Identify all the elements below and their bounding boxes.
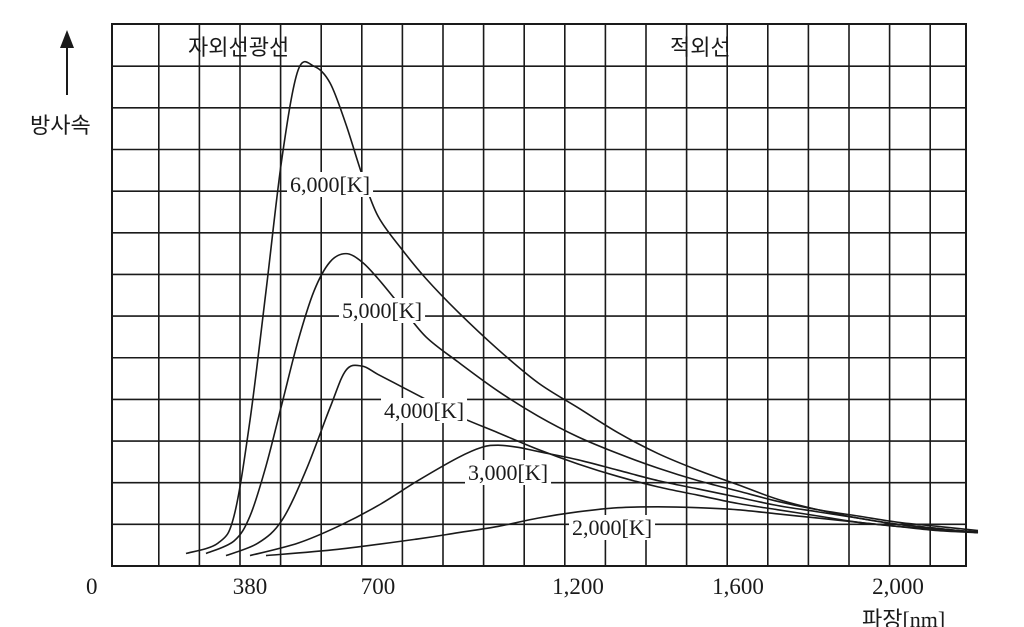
region-label-uv-visible: 자외선광선: [188, 36, 289, 61]
series-label: 2,000[K]: [572, 515, 652, 540]
region-label-infrared: 적외선: [670, 36, 731, 61]
y-axis-arrow-icon: [60, 30, 74, 95]
series-labels: 6,000[K] 5,000[K] 4,000[K] 3,000[K] 2,000[K]: [287, 172, 656, 540]
x-tick-label: 700: [361, 574, 396, 599]
series-label-background: [381, 398, 468, 423]
x-tick-labels: 380 700 1,200 1,600 2,000: [233, 574, 924, 599]
origin-label: 0: [86, 574, 98, 599]
x-tick-label: 2,000: [872, 574, 924, 599]
series-line-1: [205, 252, 979, 555]
plot-frame: [111, 23, 967, 567]
series-line-3: [249, 444, 979, 557]
series-label-background: [287, 172, 374, 197]
x-tick-label: 1,600: [712, 574, 764, 599]
y-axis-label: 방사속: [30, 114, 91, 139]
series-line-4: [265, 506, 979, 557]
series-label-background: [569, 515, 656, 540]
series-label: 6,000[K]: [290, 172, 370, 197]
series-line-0: [185, 60, 979, 555]
chart-grid: [112, 24, 966, 566]
x-axis-label: 파장[nm]: [862, 607, 945, 627]
series-label-background: [339, 298, 426, 323]
series-line-2: [225, 364, 979, 557]
x-tick-label: 380: [233, 574, 268, 599]
chart-series: [185, 60, 979, 557]
series-label: 3,000[K]: [468, 460, 548, 485]
series-label-background: [465, 460, 552, 485]
series-label: 4,000[K]: [384, 398, 464, 423]
series-label: 5,000[K]: [342, 298, 422, 323]
x-tick-label: 1,200: [552, 574, 604, 599]
